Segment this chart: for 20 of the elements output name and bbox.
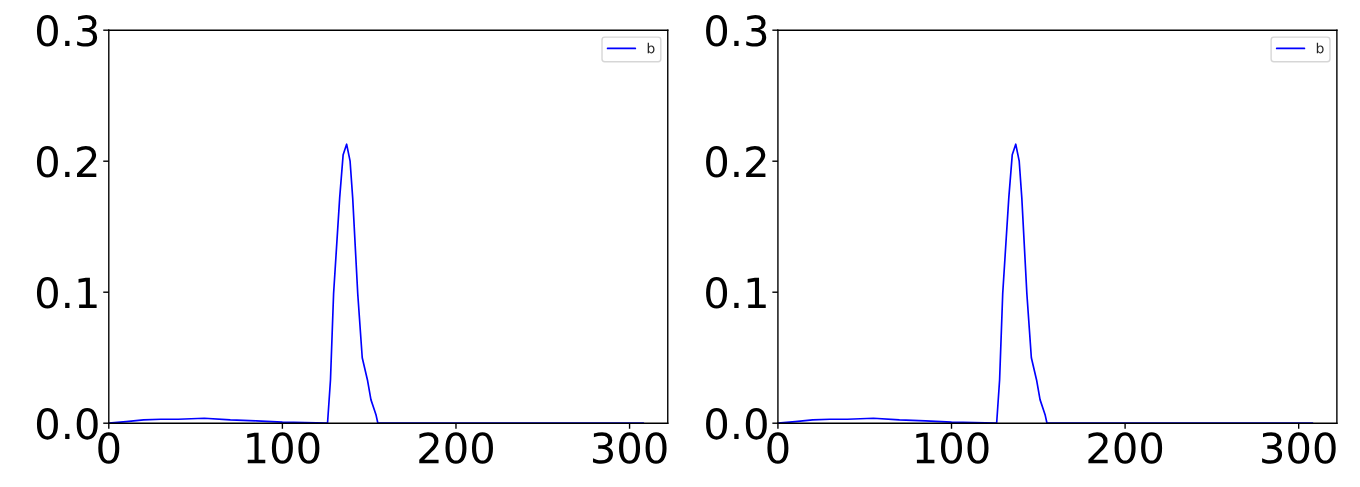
y-tick-label: 0.1 bbox=[36, 277, 97, 309]
x-tick-label: 200 bbox=[419, 432, 493, 464]
x-tick-label: 0 bbox=[98, 432, 120, 464]
line-series bbox=[777, 143, 1314, 424]
line-series bbox=[108, 143, 645, 424]
x-tick-label: 300 bbox=[1262, 432, 1336, 464]
y-tick-label: 0.3 bbox=[36, 15, 98, 47]
y-tick-label: 0.1 bbox=[706, 277, 766, 309]
x-tick-label: 200 bbox=[1088, 432, 1163, 464]
y-tick-label: 0.0 bbox=[36, 408, 98, 440]
legend-label: b bbox=[1316, 42, 1324, 54]
y-tick-label: 0.2 bbox=[706, 146, 766, 178]
y-tick-label: 0.3 bbox=[706, 15, 767, 47]
x-tick-label: 100 bbox=[916, 432, 989, 464]
x-tick-label: 100 bbox=[247, 432, 320, 464]
x-tick-label: 0 bbox=[767, 432, 789, 464]
y-tick-label: 0.2 bbox=[36, 146, 97, 178]
y-tick-label: 0.0 bbox=[706, 408, 767, 440]
legend-label: b bbox=[647, 42, 655, 54]
x-tick-label: 300 bbox=[592, 432, 667, 464]
